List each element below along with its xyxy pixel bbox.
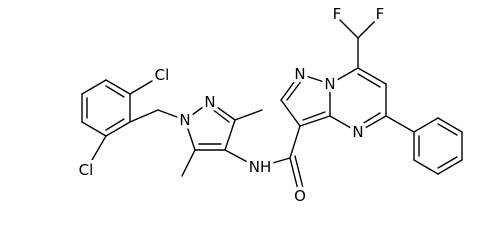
atom-labels: Cl Cl N N NH O N N N F F — [75, 2, 388, 209]
bond — [289, 157, 299, 191]
bond — [357, 73, 381, 88]
bond — [299, 73, 331, 85]
bond — [105, 79, 131, 95]
bond — [437, 123, 458, 136]
atom-label: Cl — [79, 161, 94, 179]
bond — [294, 155, 304, 189]
bond — [357, 115, 387, 133]
atom-label: N — [294, 65, 305, 83]
bond — [224, 149, 256, 167]
bond — [184, 101, 211, 121]
bond — [280, 99, 301, 127]
bond — [91, 135, 107, 161]
bond — [209, 101, 236, 121]
bond — [81, 79, 107, 95]
atom-label: NH — [249, 158, 272, 176]
bond — [184, 119, 196, 151]
bonds — [81, 19, 463, 191]
bond — [261, 157, 291, 167]
bond — [329, 67, 359, 85]
atom-label: N — [204, 93, 215, 111]
atom-label: N — [179, 111, 190, 129]
bond — [413, 117, 439, 133]
bond — [105, 118, 125, 131]
bond — [181, 149, 196, 177]
bond — [224, 119, 236, 151]
atom-label: O — [294, 187, 306, 205]
bond — [361, 112, 381, 125]
atom-label: F — [376, 5, 385, 23]
bond — [437, 159, 463, 175]
bond — [437, 117, 463, 133]
bond — [105, 85, 125, 98]
atom-label: N — [352, 123, 363, 141]
atom-label: F — [333, 5, 342, 23]
bond — [437, 156, 458, 169]
bond — [289, 125, 301, 159]
bond — [357, 67, 387, 85]
bond — [211, 108, 230, 123]
bond — [385, 115, 415, 133]
atom-label: Cl — [155, 66, 170, 84]
bond — [129, 109, 159, 123]
bond — [280, 73, 301, 101]
bond — [329, 115, 359, 133]
bond — [157, 109, 186, 121]
bond — [129, 80, 153, 95]
bond — [413, 159, 439, 175]
bond — [339, 19, 359, 39]
bond — [234, 109, 263, 121]
bond — [105, 121, 131, 137]
bond — [302, 111, 326, 121]
bond — [299, 115, 331, 127]
atom-label: N — [324, 75, 335, 93]
bond — [81, 121, 107, 137]
bond — [357, 19, 377, 39]
bond — [286, 79, 303, 101]
